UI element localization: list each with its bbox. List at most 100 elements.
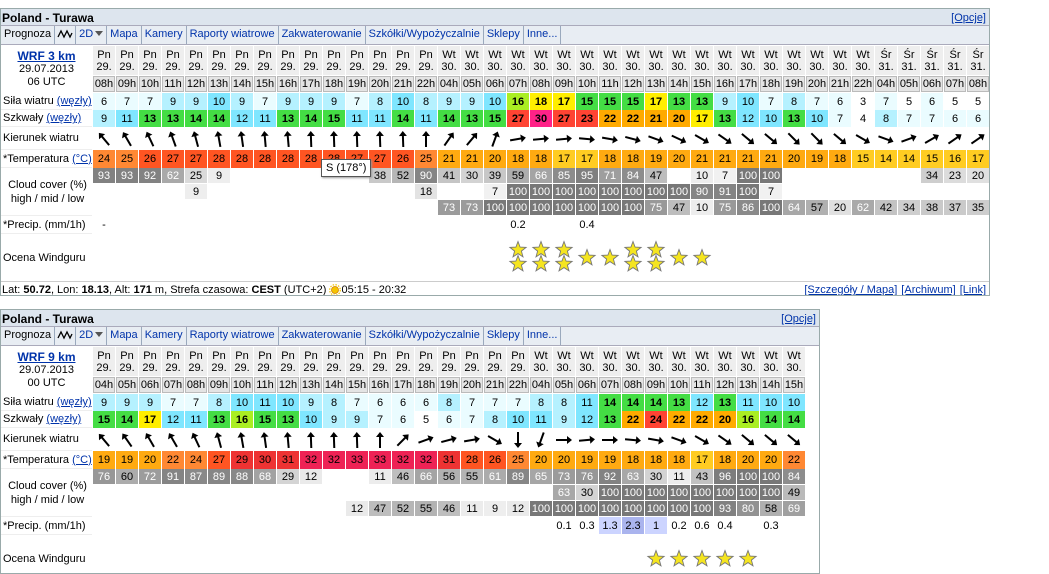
direction-cell bbox=[737, 428, 759, 451]
day-date: 29. bbox=[372, 361, 388, 374]
options-link[interactable]: [Opcje] bbox=[951, 12, 986, 24]
day-date: 30. bbox=[625, 361, 641, 374]
wind-cell: 13 bbox=[714, 394, 736, 411]
arrow-shape bbox=[717, 434, 732, 445]
gust-cell: 16 bbox=[231, 411, 253, 428]
cloud-cell: 59 bbox=[507, 168, 529, 183]
direction-cell bbox=[668, 127, 690, 150]
menu-item[interactable]: Szkółki/Wypożyczalnie bbox=[366, 26, 484, 44]
gust-cell: 20 bbox=[714, 411, 736, 428]
wind-cell: 9 bbox=[300, 394, 322, 411]
day-cell: Pn 29. bbox=[116, 46, 138, 75]
forecast-table: Poland - Turawa [Opcje] Prognoza 2D Mapa Kame… bbox=[0, 309, 820, 574]
unit-link[interactable]: (°C) bbox=[72, 453, 92, 466]
menu-item[interactable]: Raporty wiatrowe bbox=[187, 26, 279, 44]
arrow-shape bbox=[260, 130, 269, 147]
direction-cell bbox=[415, 428, 437, 451]
arrow-shape bbox=[122, 131, 132, 146]
day-date: 29. bbox=[119, 361, 135, 374]
menu-item[interactable]: Mapa bbox=[107, 327, 142, 345]
direction-cell bbox=[323, 428, 345, 451]
day-cell: Pn 29. bbox=[323, 46, 345, 75]
arrow-shape bbox=[810, 132, 823, 145]
arrow-shape bbox=[375, 130, 384, 147]
day-cell: Wt 30. bbox=[576, 46, 598, 75]
menu-item[interactable]: Szkółki/Wypożyczalnie bbox=[366, 327, 484, 345]
wind-arrow bbox=[648, 134, 664, 144]
cloud-cell: 92 bbox=[599, 469, 621, 484]
menu-item[interactable]: Prognoza bbox=[1, 26, 56, 44]
arrow-shape bbox=[237, 431, 246, 448]
day-name: Pn bbox=[327, 349, 341, 362]
unit-link[interactable]: (węzły) bbox=[56, 95, 92, 107]
menu-item[interactable]: Kamery bbox=[142, 26, 187, 44]
menu-item[interactable]: Prognoza bbox=[1, 327, 56, 345]
gust-label: Szkwały (węzły) bbox=[1, 411, 92, 428]
day-cell: Pn 29. bbox=[254, 46, 276, 75]
day-date: 30. bbox=[740, 361, 756, 374]
graph-icon[interactable] bbox=[55, 327, 77, 345]
menu-item[interactable]: 2D bbox=[76, 26, 108, 44]
menu-item[interactable]: Zakwaterowanie bbox=[279, 327, 366, 345]
wind-cell: 9 bbox=[139, 394, 161, 411]
temperature-cell: 26 bbox=[392, 150, 414, 168]
cloud-cell: 11 bbox=[369, 469, 391, 484]
wind-arrow bbox=[463, 435, 480, 443]
arrow-shape bbox=[487, 434, 502, 445]
cloud-cell: 100 bbox=[576, 184, 598, 199]
label: Siła wiatru bbox=[3, 95, 57, 107]
day-date: 29. bbox=[395, 361, 411, 374]
wind-cell: 10 bbox=[783, 394, 805, 411]
menu-item[interactable]: 2D bbox=[76, 327, 108, 345]
menu-item[interactable]: Kamery bbox=[142, 327, 187, 345]
options-link[interactable]: [Opcje] bbox=[781, 313, 816, 325]
day-date: 30. bbox=[579, 60, 595, 73]
day-cell: Wt 30. bbox=[645, 46, 667, 75]
menu-item[interactable]: Mapa bbox=[107, 26, 142, 44]
day-cell: Pn 29. bbox=[231, 46, 253, 75]
wind-arrow bbox=[624, 435, 641, 444]
label: Ocena Windguru bbox=[3, 251, 86, 264]
direction-cell bbox=[829, 127, 851, 150]
gust-cell: 13 bbox=[714, 110, 736, 127]
unit-link[interactable]: (°C) bbox=[72, 152, 92, 165]
menu-item[interactable]: Inne... bbox=[524, 327, 562, 345]
star bbox=[738, 549, 758, 567]
unit-link[interactable]: (węzły) bbox=[56, 396, 92, 408]
model-name[interactable]: WRF 3 km bbox=[17, 48, 76, 63]
star bbox=[715, 549, 735, 567]
menu-item[interactable]: Sklepy bbox=[484, 26, 524, 44]
cloud-cell: 100 bbox=[622, 501, 644, 516]
day-date: 29. bbox=[96, 361, 112, 374]
menu-item[interactable]: Zakwaterowanie bbox=[279, 26, 366, 44]
temperature-cell: 20 bbox=[668, 150, 690, 168]
unit-link[interactable]: (węzły) bbox=[46, 413, 82, 425]
temperature-cell: 18 bbox=[507, 150, 529, 168]
footer-link[interactable]: [Link] bbox=[959, 284, 986, 296]
day-name: Wt bbox=[672, 48, 686, 61]
menu-item[interactable]: Sklepy bbox=[484, 327, 524, 345]
gust-cell: 21 bbox=[645, 110, 667, 127]
day-cell: Wt 30. bbox=[852, 46, 874, 75]
footer-link[interactable]: [Archiwum] bbox=[901, 284, 956, 296]
cloud-cell: 71 bbox=[599, 168, 621, 183]
day-date: 31. bbox=[924, 60, 940, 73]
temperature-cell: 20 bbox=[783, 150, 805, 168]
wind-arrow bbox=[532, 134, 549, 143]
day-date: 30. bbox=[694, 60, 710, 73]
menu-item[interactable]: Inne... bbox=[524, 26, 562, 44]
day-cell: Śr 31. bbox=[921, 46, 943, 75]
arrow-shape bbox=[694, 133, 709, 144]
day-name: Śr bbox=[926, 48, 938, 61]
day-cell: Wt 30. bbox=[691, 347, 713, 376]
graph-icon[interactable] bbox=[55, 26, 77, 44]
footer-link[interactable]: [Szczegóły / Mapa] bbox=[804, 284, 898, 296]
gust-cell: 22 bbox=[622, 110, 644, 127]
gust-cell: 9 bbox=[93, 110, 115, 127]
arrow-shape bbox=[625, 135, 641, 144]
arrow-shape bbox=[556, 435, 572, 444]
menu-item[interactable]: Raporty wiatrowe bbox=[187, 327, 279, 345]
day-cell: Wt 30. bbox=[668, 347, 690, 376]
model-name[interactable]: WRF 9 km bbox=[17, 349, 76, 364]
unit-link[interactable]: (węzły) bbox=[46, 112, 82, 124]
